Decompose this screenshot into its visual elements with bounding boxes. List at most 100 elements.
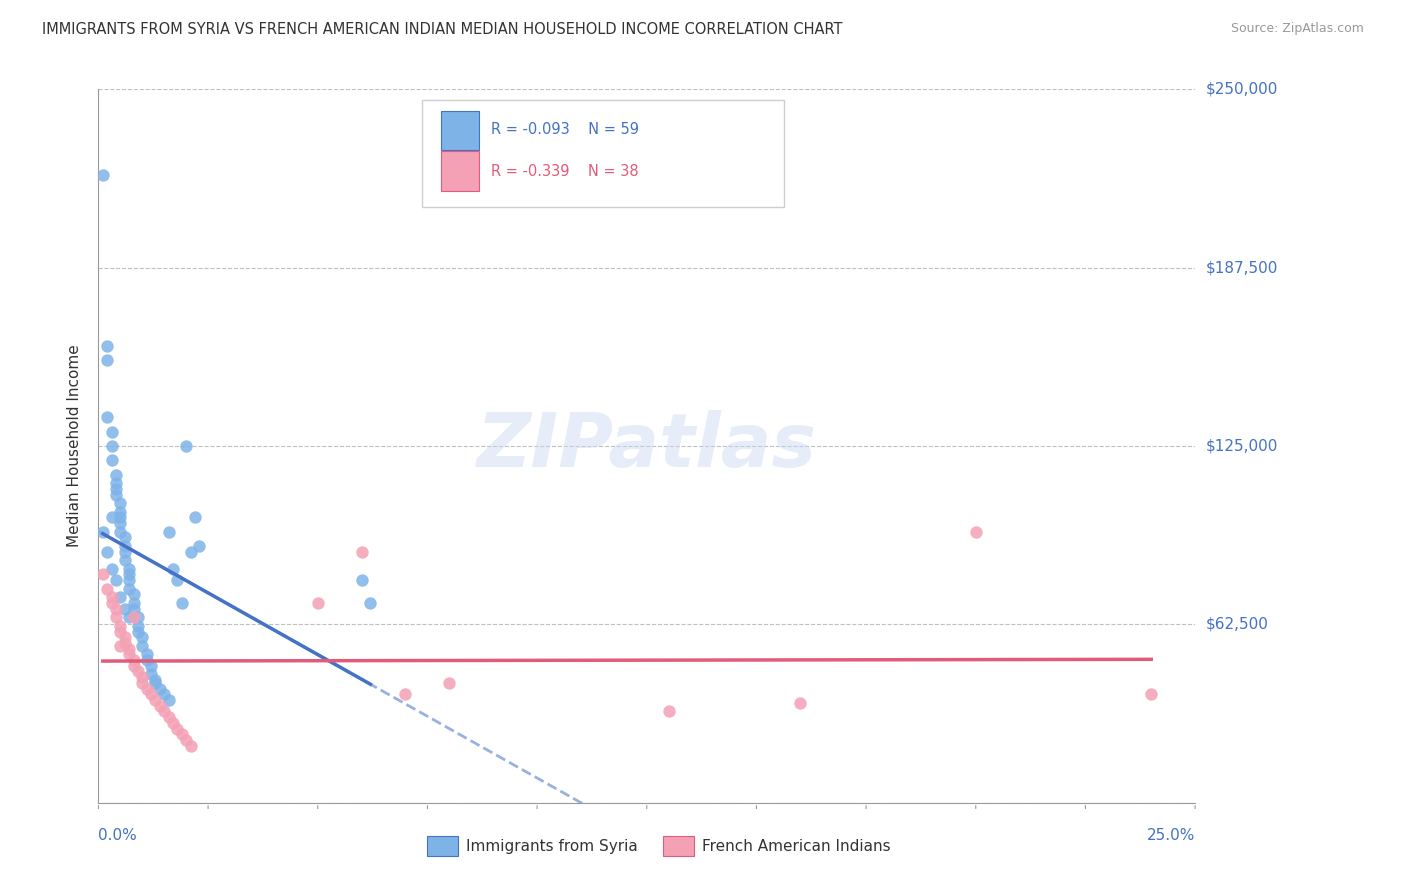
FancyBboxPatch shape bbox=[422, 100, 785, 207]
Point bbox=[139, 687, 162, 701]
Point bbox=[145, 676, 167, 690]
Point bbox=[157, 693, 180, 707]
Point bbox=[96, 410, 118, 425]
Point bbox=[122, 658, 145, 673]
Text: 0.0%: 0.0% bbox=[98, 828, 138, 843]
Point bbox=[100, 453, 122, 467]
Point bbox=[91, 524, 114, 539]
Point bbox=[100, 510, 122, 524]
Point bbox=[153, 705, 176, 719]
Point bbox=[110, 619, 132, 633]
Point bbox=[131, 670, 153, 684]
Point bbox=[118, 641, 141, 656]
Point bbox=[114, 636, 136, 650]
Point bbox=[127, 665, 149, 679]
Point bbox=[122, 653, 145, 667]
Point bbox=[170, 596, 193, 610]
Point bbox=[139, 667, 162, 681]
Point bbox=[114, 539, 136, 553]
Bar bbox=[440, 152, 479, 191]
Point bbox=[104, 482, 127, 496]
Point bbox=[166, 573, 188, 587]
Point bbox=[166, 722, 188, 736]
Point bbox=[184, 510, 207, 524]
Point bbox=[135, 681, 157, 696]
Point bbox=[114, 601, 136, 615]
Point bbox=[162, 715, 184, 730]
Point bbox=[104, 610, 127, 624]
Bar bbox=[664, 837, 695, 856]
Point bbox=[789, 696, 811, 710]
Point bbox=[174, 439, 197, 453]
Text: R = -0.093    N = 59: R = -0.093 N = 59 bbox=[491, 122, 640, 137]
Point bbox=[170, 727, 193, 741]
Point bbox=[100, 425, 122, 439]
Point bbox=[91, 567, 114, 582]
Point bbox=[118, 562, 141, 576]
Point bbox=[100, 439, 122, 453]
Point bbox=[110, 524, 132, 539]
Point bbox=[127, 610, 149, 624]
Point bbox=[350, 573, 373, 587]
Point bbox=[658, 705, 681, 719]
Point bbox=[188, 539, 211, 553]
Point bbox=[118, 573, 141, 587]
Point bbox=[180, 739, 202, 753]
Point bbox=[439, 676, 461, 690]
Text: Immigrants from Syria: Immigrants from Syria bbox=[465, 838, 637, 854]
Text: 25.0%: 25.0% bbox=[1147, 828, 1195, 843]
Point bbox=[359, 596, 381, 610]
Point bbox=[104, 467, 127, 482]
Bar bbox=[427, 837, 458, 856]
Point bbox=[104, 487, 127, 501]
Point bbox=[307, 596, 329, 610]
Point bbox=[135, 648, 157, 662]
Point bbox=[118, 567, 141, 582]
Point bbox=[96, 544, 118, 558]
Point bbox=[149, 681, 172, 696]
Y-axis label: Median Household Income: Median Household Income bbox=[67, 344, 83, 548]
Text: $187,500: $187,500 bbox=[1206, 260, 1278, 275]
Point bbox=[114, 553, 136, 567]
Point bbox=[153, 687, 176, 701]
Point bbox=[131, 630, 153, 644]
Point bbox=[104, 601, 127, 615]
Point bbox=[122, 610, 145, 624]
Point bbox=[180, 544, 202, 558]
Point bbox=[350, 544, 373, 558]
Text: French American Indians: French American Indians bbox=[702, 838, 890, 854]
Point bbox=[174, 733, 197, 747]
Point bbox=[122, 601, 145, 615]
Point bbox=[118, 610, 141, 624]
Point bbox=[162, 562, 184, 576]
Point bbox=[100, 596, 122, 610]
Text: $62,500: $62,500 bbox=[1206, 617, 1270, 632]
Point bbox=[118, 582, 141, 596]
Text: Source: ZipAtlas.com: Source: ZipAtlas.com bbox=[1230, 22, 1364, 36]
Point bbox=[100, 562, 122, 576]
Point bbox=[131, 639, 153, 653]
Point bbox=[1140, 687, 1163, 701]
Point bbox=[131, 676, 153, 690]
Point bbox=[110, 624, 132, 639]
Point bbox=[127, 624, 149, 639]
Point bbox=[96, 339, 118, 353]
Point bbox=[110, 516, 132, 530]
Point bbox=[104, 476, 127, 491]
Text: $250,000: $250,000 bbox=[1206, 82, 1278, 96]
Point bbox=[145, 693, 167, 707]
Point bbox=[135, 653, 157, 667]
Point bbox=[157, 524, 180, 539]
Point bbox=[104, 573, 127, 587]
Text: IMMIGRANTS FROM SYRIA VS FRENCH AMERICAN INDIAN MEDIAN HOUSEHOLD INCOME CORRELAT: IMMIGRANTS FROM SYRIA VS FRENCH AMERICAN… bbox=[42, 22, 842, 37]
Point bbox=[110, 510, 132, 524]
Point bbox=[114, 630, 136, 644]
Text: $125,000: $125,000 bbox=[1206, 439, 1278, 453]
Point bbox=[114, 544, 136, 558]
Point bbox=[110, 639, 132, 653]
Point bbox=[110, 591, 132, 605]
Point bbox=[114, 530, 136, 544]
Text: R = -0.339    N = 38: R = -0.339 N = 38 bbox=[491, 164, 638, 178]
Bar bbox=[440, 111, 479, 150]
Point bbox=[149, 698, 172, 713]
